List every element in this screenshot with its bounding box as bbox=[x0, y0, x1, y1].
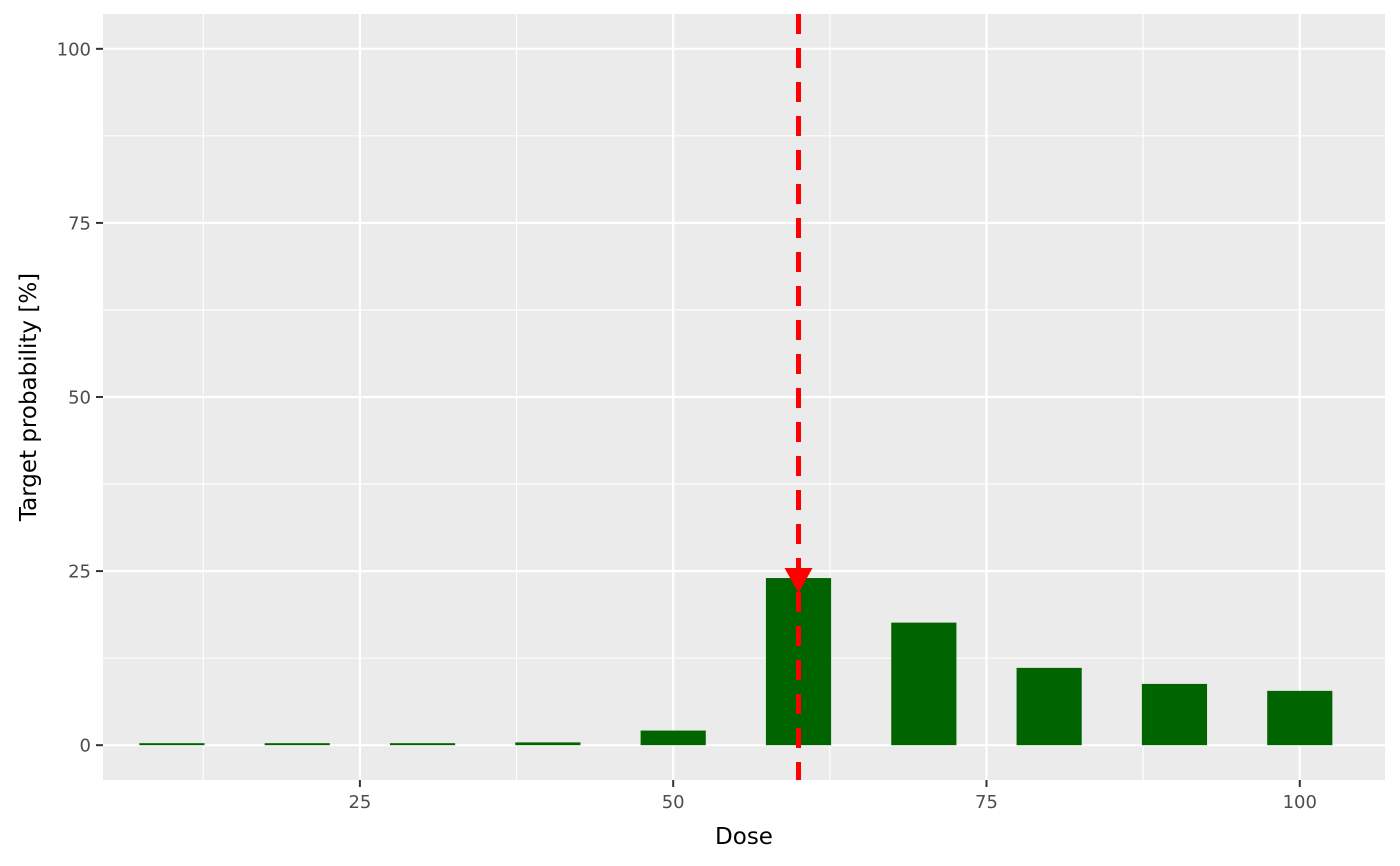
y-tick-label: 100 bbox=[57, 39, 91, 60]
target-dose-marker bbox=[784, 14, 813, 780]
y-axis-title: Target probability [%] bbox=[16, 273, 42, 522]
x-tick-label: 50 bbox=[662, 792, 685, 813]
y-axis: 0 25 50 75 100 bbox=[57, 39, 103, 757]
y-tick-label: 75 bbox=[68, 213, 91, 234]
bar bbox=[515, 742, 581, 746]
target-dose-arrow bbox=[784, 568, 813, 594]
x-tick-label: 75 bbox=[975, 792, 998, 813]
bar bbox=[891, 622, 957, 746]
major-gridlines bbox=[103, 14, 1385, 780]
bar bbox=[640, 730, 706, 746]
bar bbox=[1267, 690, 1333, 746]
bar bbox=[139, 743, 205, 746]
y-tick-label: 25 bbox=[68, 562, 91, 583]
bar bbox=[1016, 667, 1082, 746]
bar bbox=[389, 743, 456, 746]
x-axis-title: Dose bbox=[715, 824, 773, 850]
y-tick-label: 50 bbox=[68, 388, 91, 409]
x-tick-label: 100 bbox=[1283, 792, 1317, 813]
x-tick-label: 25 bbox=[348, 792, 371, 813]
bar bbox=[264, 743, 330, 746]
y-tick-label: 0 bbox=[80, 736, 91, 757]
bar bbox=[1141, 683, 1208, 746]
x-axis: 25 50 75 100 bbox=[348, 780, 1317, 813]
